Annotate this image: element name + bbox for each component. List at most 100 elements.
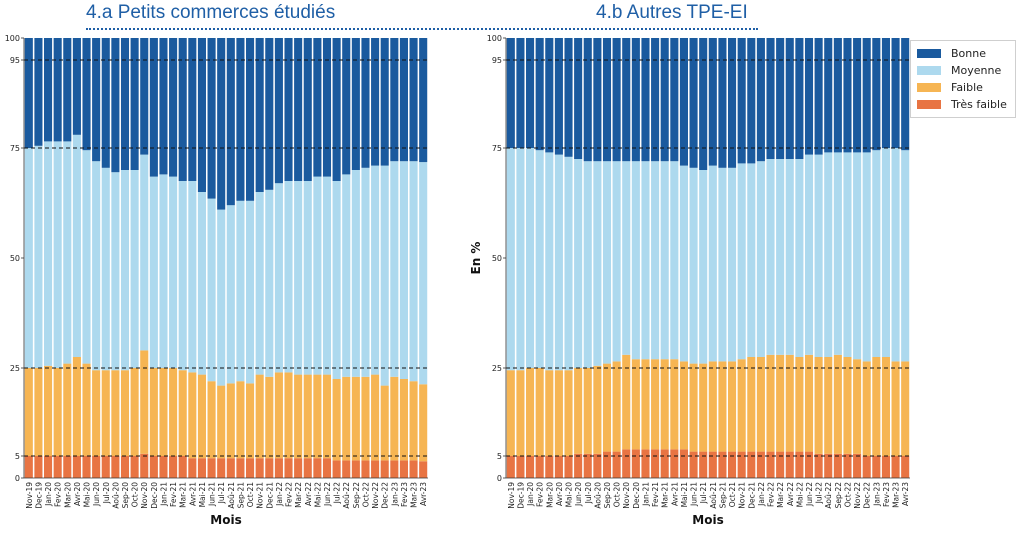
left-bar-moyenne-26	[274, 183, 283, 373]
legend-label-faible: Faible	[951, 81, 983, 94]
left-bar-moyenne-17	[188, 181, 197, 373]
right-bar-tres-faible-23	[728, 451, 737, 478]
right-bar-bonne-12	[622, 38, 631, 162]
left-bar-faible-6	[82, 363, 91, 456]
left-bar-tres-faible-23	[246, 458, 255, 478]
left-x-tick-label: Fev-23	[400, 482, 409, 507]
right-x-tick-label: Jul-22	[815, 482, 824, 505]
right-x-tick-label: Dec-20	[632, 482, 641, 509]
right-bar-tres-faible-24	[737, 451, 746, 478]
right-bar-moyenne-19	[689, 167, 698, 364]
right-bar-tres-faible-22	[718, 451, 727, 478]
right-bar-tres-faible-29	[785, 451, 794, 478]
right-bar-faible-22	[718, 361, 727, 452]
legend-swatch-moyenne	[917, 66, 941, 75]
right-bar-tres-faible-26	[756, 451, 765, 478]
legend-item-bonne: Bonne	[917, 45, 1015, 62]
right-x-tick-label: Jan-23	[872, 482, 881, 507]
left-x-tick-label: Aoû-20	[111, 482, 120, 509]
right-bar-bonne-29	[785, 38, 794, 159]
right-bar-tres-faible-20	[699, 451, 708, 478]
left-bar-tres-faible-14	[159, 456, 168, 478]
right-bar-bonne-24	[737, 38, 746, 164]
left-bar-moyenne-22	[236, 200, 245, 382]
right-bar-moyenne-20	[699, 170, 708, 364]
left-bar-tres-faible-31	[322, 458, 332, 478]
left-x-tick-label: Mai-22	[313, 482, 322, 508]
right-bar-tres-faible-35	[843, 453, 852, 478]
left-bar-moyenne-5	[72, 134, 81, 357]
right-x-tick-label: Jan-22	[757, 482, 766, 507]
right-bar-tres-faible-15	[651, 449, 660, 478]
right-bar-faible-24	[737, 359, 746, 452]
right-bar-faible-40	[891, 361, 900, 456]
left-bar-moyenne-28	[294, 181, 303, 375]
right-bar-moyenne-40	[891, 148, 900, 362]
left-bar-tres-faible-1	[34, 456, 43, 478]
left-bar-faible-16	[178, 370, 187, 456]
left-bar-bonne-33	[342, 38, 351, 175]
left-bar-faible-13	[149, 368, 158, 456]
right-bar-faible-41	[901, 361, 910, 456]
right-bar-tres-faible-18	[679, 449, 688, 478]
left-bar-faible-28	[294, 374, 303, 459]
right-bar-faible-39	[881, 357, 890, 456]
left-bar-faible-21	[226, 383, 235, 459]
left-x-tick-label: Jun-21	[208, 482, 217, 507]
right-bar-faible-23	[728, 361, 737, 452]
left-x-tick-label: Jan-21	[159, 482, 168, 507]
left-x-tick-label: Sep-22	[352, 482, 361, 509]
left-bar-tres-faible-16	[178, 456, 187, 478]
right-bar-moyenne-22	[718, 167, 727, 362]
left-bar-faible-24	[255, 374, 264, 459]
right-bar-faible-16	[660, 359, 669, 450]
right-bar-faible-28	[776, 354, 785, 452]
left-bar-tres-faible-8	[101, 456, 110, 478]
left-bar-tres-faible-17	[188, 458, 197, 478]
right-bar-faible-15	[651, 359, 660, 450]
right-bar-tres-faible-2	[526, 456, 535, 478]
right-x-tick-label: Mai-20	[565, 482, 574, 508]
left-bar-bonne-29	[303, 38, 312, 181]
left-bar-moyenne-15	[169, 176, 178, 368]
right-bar-moyenne-6	[564, 156, 573, 371]
left-bar-tres-faible-32	[332, 460, 341, 478]
left-x-tick-label: Aoû-22	[342, 482, 351, 509]
left-bar-bonne-18	[197, 38, 206, 192]
left-x-tick-label: Nov-19	[25, 482, 34, 509]
left-x-tick-label: Dec-20	[150, 482, 159, 509]
right-x-tick-label: Jul-21	[699, 482, 708, 505]
left-bar-moyenne-20	[217, 209, 226, 386]
right-bar-moyenne-34	[833, 152, 842, 355]
right-bar-bonne-41	[901, 38, 910, 151]
right-bar-bonne-33	[824, 38, 833, 153]
right-bar-bonne-7	[574, 38, 583, 159]
right-bar-moyenne-23	[728, 167, 737, 362]
left-bar-bonne-27	[284, 38, 293, 181]
left-bar-faible-4	[63, 363, 72, 456]
right-x-tick-label: Mar-21	[661, 482, 670, 508]
left-x-tick-label: Jun-20	[92, 482, 101, 507]
left-bar-faible-3	[53, 368, 62, 456]
right-bar-tres-faible-6	[564, 456, 573, 478]
right-x-tick-label: Fev-23	[882, 482, 891, 507]
right-bar-moyenne-13	[631, 161, 640, 360]
left-bar-moyenne-1	[34, 145, 43, 368]
right-bar-bonne-32	[814, 38, 823, 155]
left-bar-bonne-41	[419, 38, 428, 163]
right-x-tick-label: Avr-20	[555, 482, 564, 506]
right-x-tick-label: Mai-22	[795, 482, 804, 508]
left-bar-bonne-10	[120, 38, 130, 170]
left-bar-tres-faible-0	[24, 456, 33, 478]
right-x-tick-label: Jun-22	[805, 482, 814, 507]
left-x-tick-label: Avr-21	[188, 482, 197, 506]
right-x-tick-label: Aoû-20	[593, 482, 602, 509]
right-bar-bonne-9	[593, 38, 602, 162]
left-x-tick-label: Oct-21	[246, 482, 255, 507]
right-bar-faible-19	[689, 363, 698, 452]
left-bar-tres-faible-28	[294, 458, 303, 478]
left-bar-faible-10	[120, 370, 130, 456]
left-bar-tres-faible-4	[63, 456, 72, 478]
left-x-tick-label: Mai-20	[83, 482, 92, 508]
right-bar-tres-faible-17	[670, 449, 679, 478]
